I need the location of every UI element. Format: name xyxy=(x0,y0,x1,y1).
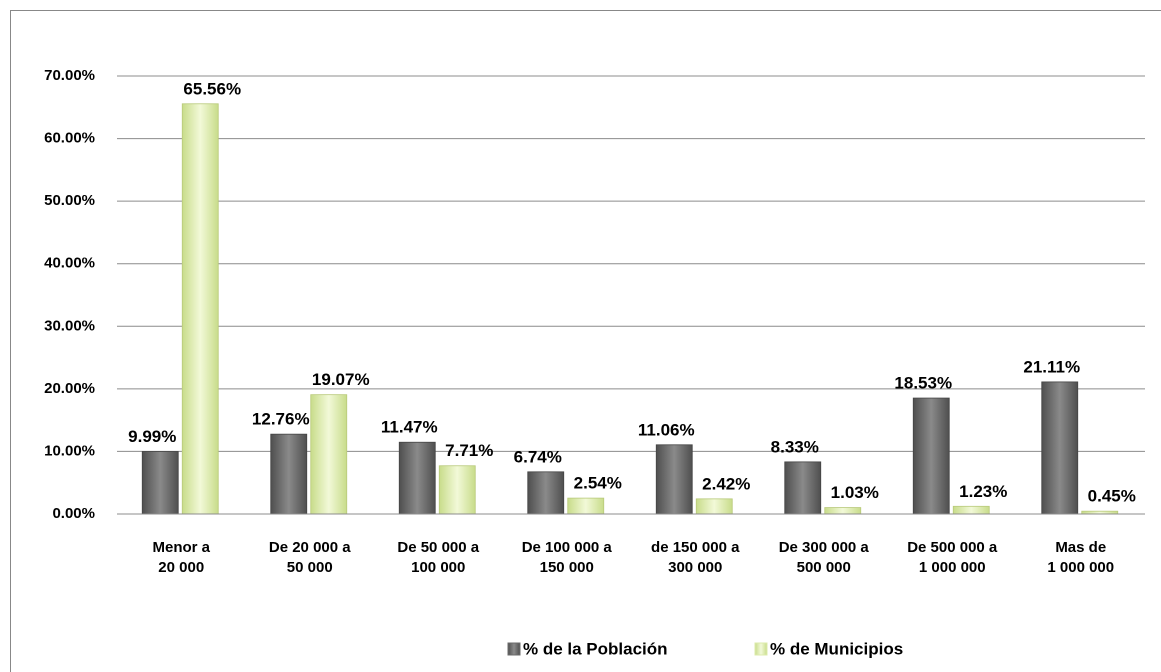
value-label: 19.07% xyxy=(312,370,370,389)
chart-border xyxy=(10,10,1161,672)
value-label: 18.53% xyxy=(894,374,952,393)
y-tick-label: 10.00% xyxy=(44,442,95,459)
value-label: 65.56% xyxy=(183,79,241,98)
value-label: 2.54% xyxy=(574,474,622,493)
bar xyxy=(824,507,862,515)
legend-label: % de la Población xyxy=(523,639,668,658)
value-label: 12.76% xyxy=(252,410,310,429)
value-label: 8.33% xyxy=(771,437,819,456)
value-label: 7.71% xyxy=(445,441,493,460)
bar xyxy=(141,451,179,515)
legend-swatch xyxy=(507,642,521,656)
value-label: 11.06% xyxy=(638,420,695,439)
bar xyxy=(912,397,950,515)
bar xyxy=(181,103,219,515)
bar xyxy=(310,394,348,515)
y-tick-label: 0.00% xyxy=(52,505,95,522)
x-tick-label: de 150 000 a 300 000 xyxy=(651,539,740,576)
value-label: 21.11% xyxy=(1023,357,1080,376)
bar xyxy=(695,498,733,515)
x-tick-label: De 500 000 a 1 000 000 xyxy=(907,539,998,576)
bar xyxy=(1041,381,1079,515)
value-label: 2.42% xyxy=(702,474,750,493)
x-tick-label: De 20 000 a 50 000 xyxy=(268,539,351,576)
legend-swatch xyxy=(754,642,768,656)
bar xyxy=(655,444,693,515)
bar xyxy=(438,465,476,515)
y-tick-label: 70.00% xyxy=(44,67,95,84)
x-tick-label: De 100 000 a 150 000 xyxy=(521,539,612,576)
y-tick-label: 60.00% xyxy=(44,130,95,147)
value-label: 0.45% xyxy=(1088,487,1136,506)
value-label: 6.74% xyxy=(514,447,562,466)
y-tick-label: 50.00% xyxy=(44,192,95,209)
bar xyxy=(527,471,565,515)
x-tick-label: De 50 000 a 100 000 xyxy=(397,539,480,576)
y-tick-label: 30.00% xyxy=(44,317,95,334)
value-label: 11.47% xyxy=(381,418,438,437)
bar xyxy=(398,441,436,515)
legend-label: % de Municipios xyxy=(770,639,903,658)
y-tick-label: 20.00% xyxy=(44,380,95,397)
x-tick-label: Menor a 20 000 xyxy=(152,539,210,576)
bar xyxy=(567,497,605,515)
x-tick-label: De 300 000 a 500 000 xyxy=(778,539,869,576)
value-label: 1.23% xyxy=(959,482,1007,501)
bar xyxy=(784,461,822,515)
bar xyxy=(270,433,308,515)
value-label: 1.03% xyxy=(831,483,879,502)
value-label: 9.99% xyxy=(128,427,176,446)
bar xyxy=(952,505,990,515)
x-tick-label: Mas de 1 000 000 xyxy=(1047,539,1115,576)
y-tick-label: 40.00% xyxy=(44,255,95,272)
